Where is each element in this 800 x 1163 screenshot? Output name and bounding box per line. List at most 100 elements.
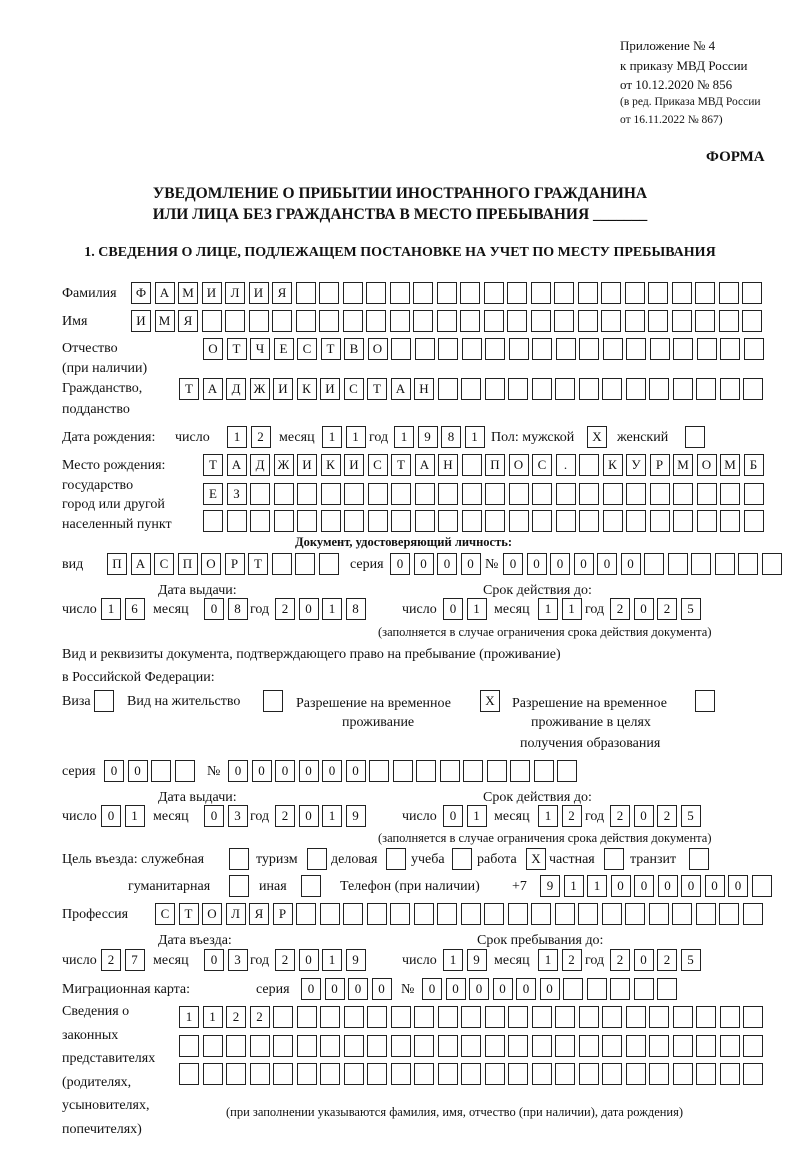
char-cell[interactable] [673,338,693,360]
char-cell[interactable] [295,310,316,332]
char-cell[interactable] [507,310,527,332]
char-cell[interactable] [202,1063,223,1085]
char-cell[interactable] [672,1035,693,1057]
char-cell[interactable] [555,338,576,360]
char-cell[interactable]: 0 [526,553,547,575]
char-cell[interactable] [602,378,622,400]
purpose-transit-checkbox[interactable] [689,848,709,870]
char-cell[interactable] [320,483,341,505]
char-cell[interactable] [391,483,411,505]
char-cell[interactable]: 0 [127,760,148,782]
char-cell[interactable] [413,310,433,332]
char-cell[interactable]: 1 [538,805,558,827]
char-cell[interactable] [555,510,576,532]
char-cell[interactable]: 0 [704,875,725,897]
char-cell[interactable] [719,903,739,925]
char-cell[interactable] [386,848,406,870]
char-cell[interactable]: М [673,454,693,476]
char-cell[interactable]: 0 [633,805,654,827]
char-cell[interactable] [649,510,670,532]
char-cell[interactable] [555,1063,575,1085]
char-cell[interactable] [295,282,316,304]
char-cell[interactable]: 0 [681,875,701,897]
char-cell[interactable] [461,1006,481,1028]
char-cell[interactable]: 5 [680,949,701,971]
purpose-work-checkbox[interactable]: X [526,848,546,870]
char-cell[interactable] [579,483,599,505]
char-cell[interactable]: X [526,848,546,870]
char-cell[interactable]: О [201,553,221,575]
char-cell[interactable] [320,1035,340,1057]
char-cell[interactable] [307,848,327,870]
char-cell[interactable] [720,510,740,532]
char-cell[interactable]: 2 [657,805,677,827]
char-cell[interactable]: 0 [469,978,489,1000]
char-cell[interactable]: К [296,378,317,400]
char-cell[interactable] [438,483,458,505]
purpose-official-checkbox[interactable] [229,848,249,870]
char-cell[interactable] [695,310,715,332]
char-cell[interactable] [602,1035,622,1057]
char-cell[interactable] [691,553,711,575]
char-cell[interactable] [602,1063,622,1085]
char-cell[interactable]: Т [178,903,199,925]
char-cell[interactable] [695,690,715,712]
char-cell[interactable] [602,483,623,505]
char-cell[interactable]: 2 [275,949,295,971]
char-cell[interactable] [319,903,340,925]
char-cell[interactable] [602,510,623,532]
char-cell[interactable] [483,310,504,332]
char-cell[interactable] [367,483,388,505]
char-cell[interactable]: С [155,903,175,925]
char-cell[interactable] [439,760,460,782]
char-cell[interactable] [696,1063,716,1085]
char-cell[interactable] [437,1063,458,1085]
char-cell[interactable] [413,903,434,925]
char-cell[interactable]: Т [226,338,247,360]
char-cell[interactable] [626,338,646,360]
char-cell[interactable]: 2 [275,598,295,620]
char-cell[interactable] [229,848,249,870]
char-cell[interactable] [719,378,740,400]
char-cell[interactable] [297,510,317,532]
char-cell[interactable]: 0 [610,875,631,897]
char-cell[interactable]: 2 [657,949,677,971]
char-cell[interactable]: Р [649,454,670,476]
char-cell[interactable]: У [626,454,646,476]
char-cell[interactable] [601,282,621,304]
char-cell[interactable] [601,903,622,925]
char-cell[interactable]: 0 [437,553,457,575]
char-cell[interactable]: 1 [124,805,145,827]
char-cell[interactable] [555,1035,575,1057]
char-cell[interactable]: 0 [298,949,319,971]
char-cell[interactable]: 0 [633,949,654,971]
char-cell[interactable] [508,483,529,505]
char-cell[interactable] [229,875,249,897]
char-cell[interactable]: 2 [226,1006,246,1028]
char-cell[interactable]: 7 [124,949,145,971]
char-cell[interactable]: 6 [124,598,145,620]
char-cell[interactable] [743,510,764,532]
char-cell[interactable] [672,1006,693,1028]
char-cell[interactable] [714,553,735,575]
char-cell[interactable] [742,282,762,304]
purpose-humanitarian-checkbox[interactable] [229,875,249,897]
char-cell[interactable]: 0 [348,978,368,1000]
char-cell[interactable] [296,903,316,925]
char-cell[interactable] [672,1063,693,1085]
char-cell[interactable]: 0 [251,760,272,782]
char-cell[interactable]: 0 [460,553,481,575]
char-cell[interactable]: 1 [345,426,366,448]
char-cell[interactable]: 0 [503,553,523,575]
char-cell[interactable]: О [203,338,223,360]
char-cell[interactable] [438,338,458,360]
